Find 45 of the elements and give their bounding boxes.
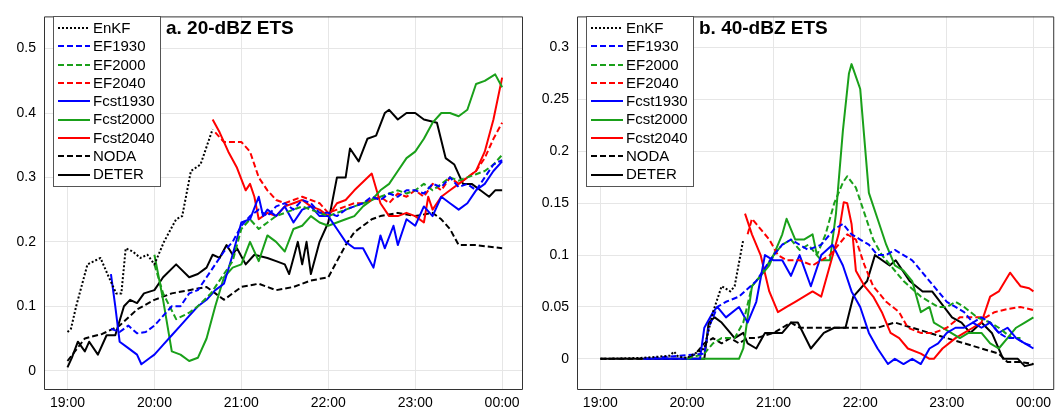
legend-label: Fcst2040 [626,128,688,148]
legend-label: EF1930 [93,37,146,56]
legend-label: DETER [93,165,144,184]
y-tick-label: 0.1 [16,297,37,314]
x-tick-label: 21:00 [223,394,260,411]
legend-label: EF2040 [93,73,146,93]
y-tick-label: 0.2 [16,232,37,249]
y-tick-label: 0 [28,361,37,378]
x-tick-label: 19:00 [582,394,619,411]
x-tick-label: 19:00 [49,394,86,411]
y-tick-label: 0.3 [16,168,37,185]
x-tick-label: 22:00 [842,394,878,411]
legend-label: NODA [626,147,670,166]
legend-label: EnKF [626,19,664,38]
legend-label: EF2000 [93,55,146,74]
legend-label: EnKF [93,19,131,38]
y-tick-label: 0.5 [16,39,37,56]
x-tick-label: 20:00 [669,394,705,411]
y-tick-label: 0.05 [541,297,570,314]
y-tick-label: 0.4 [16,103,37,120]
x-tick-label: 23:00 [397,394,433,411]
legend-label: Fcst1930 [93,92,155,111]
y-tick-label: 0 [561,349,570,366]
x-tick-label: 00:00 [484,394,520,411]
y-tick-label: 0.3 [549,38,570,55]
legend-label: Fcst2040 [93,128,155,148]
legend-label: Fcst1930 [626,92,688,111]
x-tick-label: 21:00 [756,394,792,411]
y-tick-label: 0.25 [541,90,570,107]
y-tick-label: 0.15 [541,194,570,211]
legend-label: Fcst2000 [93,110,155,129]
legend-label: EF1930 [626,37,679,56]
legend-label: Fcst2000 [626,110,688,129]
legend-label: EF2000 [626,55,679,74]
legend-label: DETER [626,165,677,184]
x-tick-label: 23:00 [929,394,965,411]
x-tick-label: 20:00 [136,394,173,411]
legend-label: EF2040 [626,73,679,93]
chart-title: b. 40-dBZ ETS [699,17,828,39]
x-tick-label: 00:00 [1015,394,1052,411]
chart-title: a. 20-dBZ ETS [166,17,294,39]
y-tick-label: 0.1 [549,245,570,262]
y-tick-label: 0.2 [549,142,570,159]
legend-label: NODA [93,147,137,166]
x-tick-label: 22:00 [310,394,346,411]
